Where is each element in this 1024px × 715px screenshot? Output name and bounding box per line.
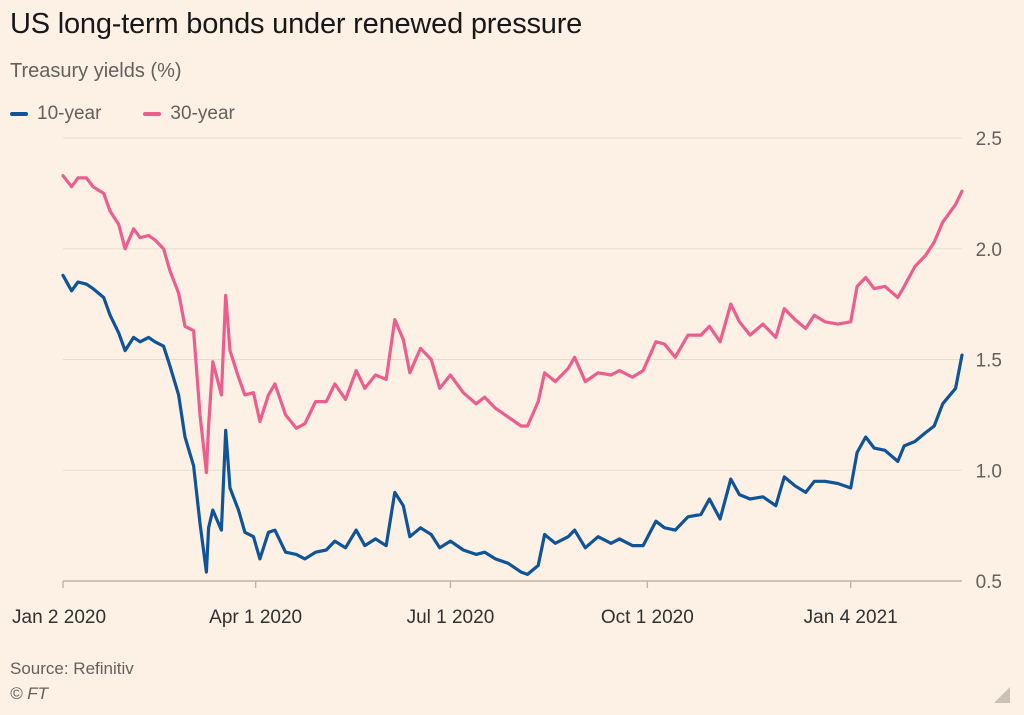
x-tick-label: Jan 2 2020 [12,607,106,628]
x-tick-label: Oct 1 2020 [601,607,694,628]
x-tick-label: Jan 4 2021 [804,607,898,628]
legend-swatch-30-year [143,112,162,116]
y-tick-label: 1.5 [976,351,1002,372]
copyright-note: © FT [10,684,49,703]
chart-subtitle: Treasury yields (%) [10,60,182,82]
source-note: Source: Refinitiv [10,659,134,678]
y-tick-label: 2.0 [976,240,1002,261]
chart-title: US long-term bonds under renewed pressur… [10,8,583,40]
legend-swatch-10-year [10,112,28,116]
legend: 10-year 30-year [10,103,277,125]
x-tick-label: Apr 1 2020 [209,607,302,628]
x-tick-label: Jul 1 2020 [407,607,495,628]
series-line-10-year [61,273,964,576]
legend-label-10-year: 10-year [37,103,102,124]
resize-corner-icon [994,687,1010,703]
legend-label-30-year: 30-year [170,103,235,124]
legend-item-10-year: 10-year [10,103,101,125]
legend-item-30-year: 30-year [143,103,235,125]
y-tick-label: 1.0 [976,461,1002,482]
series-line-30-year [61,174,964,475]
y-tick-label: 2.5 [976,129,1002,150]
y-tick-label: 0.5 [976,572,1002,593]
